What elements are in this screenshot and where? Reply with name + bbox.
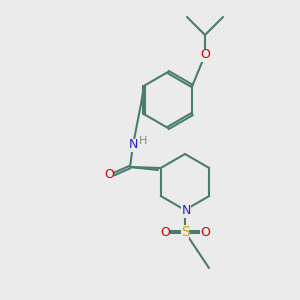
- Text: H: H: [139, 136, 147, 146]
- Text: O: O: [160, 226, 170, 238]
- Text: O: O: [104, 169, 114, 182]
- Text: O: O: [200, 49, 210, 62]
- Text: S: S: [181, 225, 189, 239]
- Text: N: N: [181, 205, 191, 218]
- Text: N: N: [128, 139, 138, 152]
- Text: O: O: [200, 226, 210, 238]
